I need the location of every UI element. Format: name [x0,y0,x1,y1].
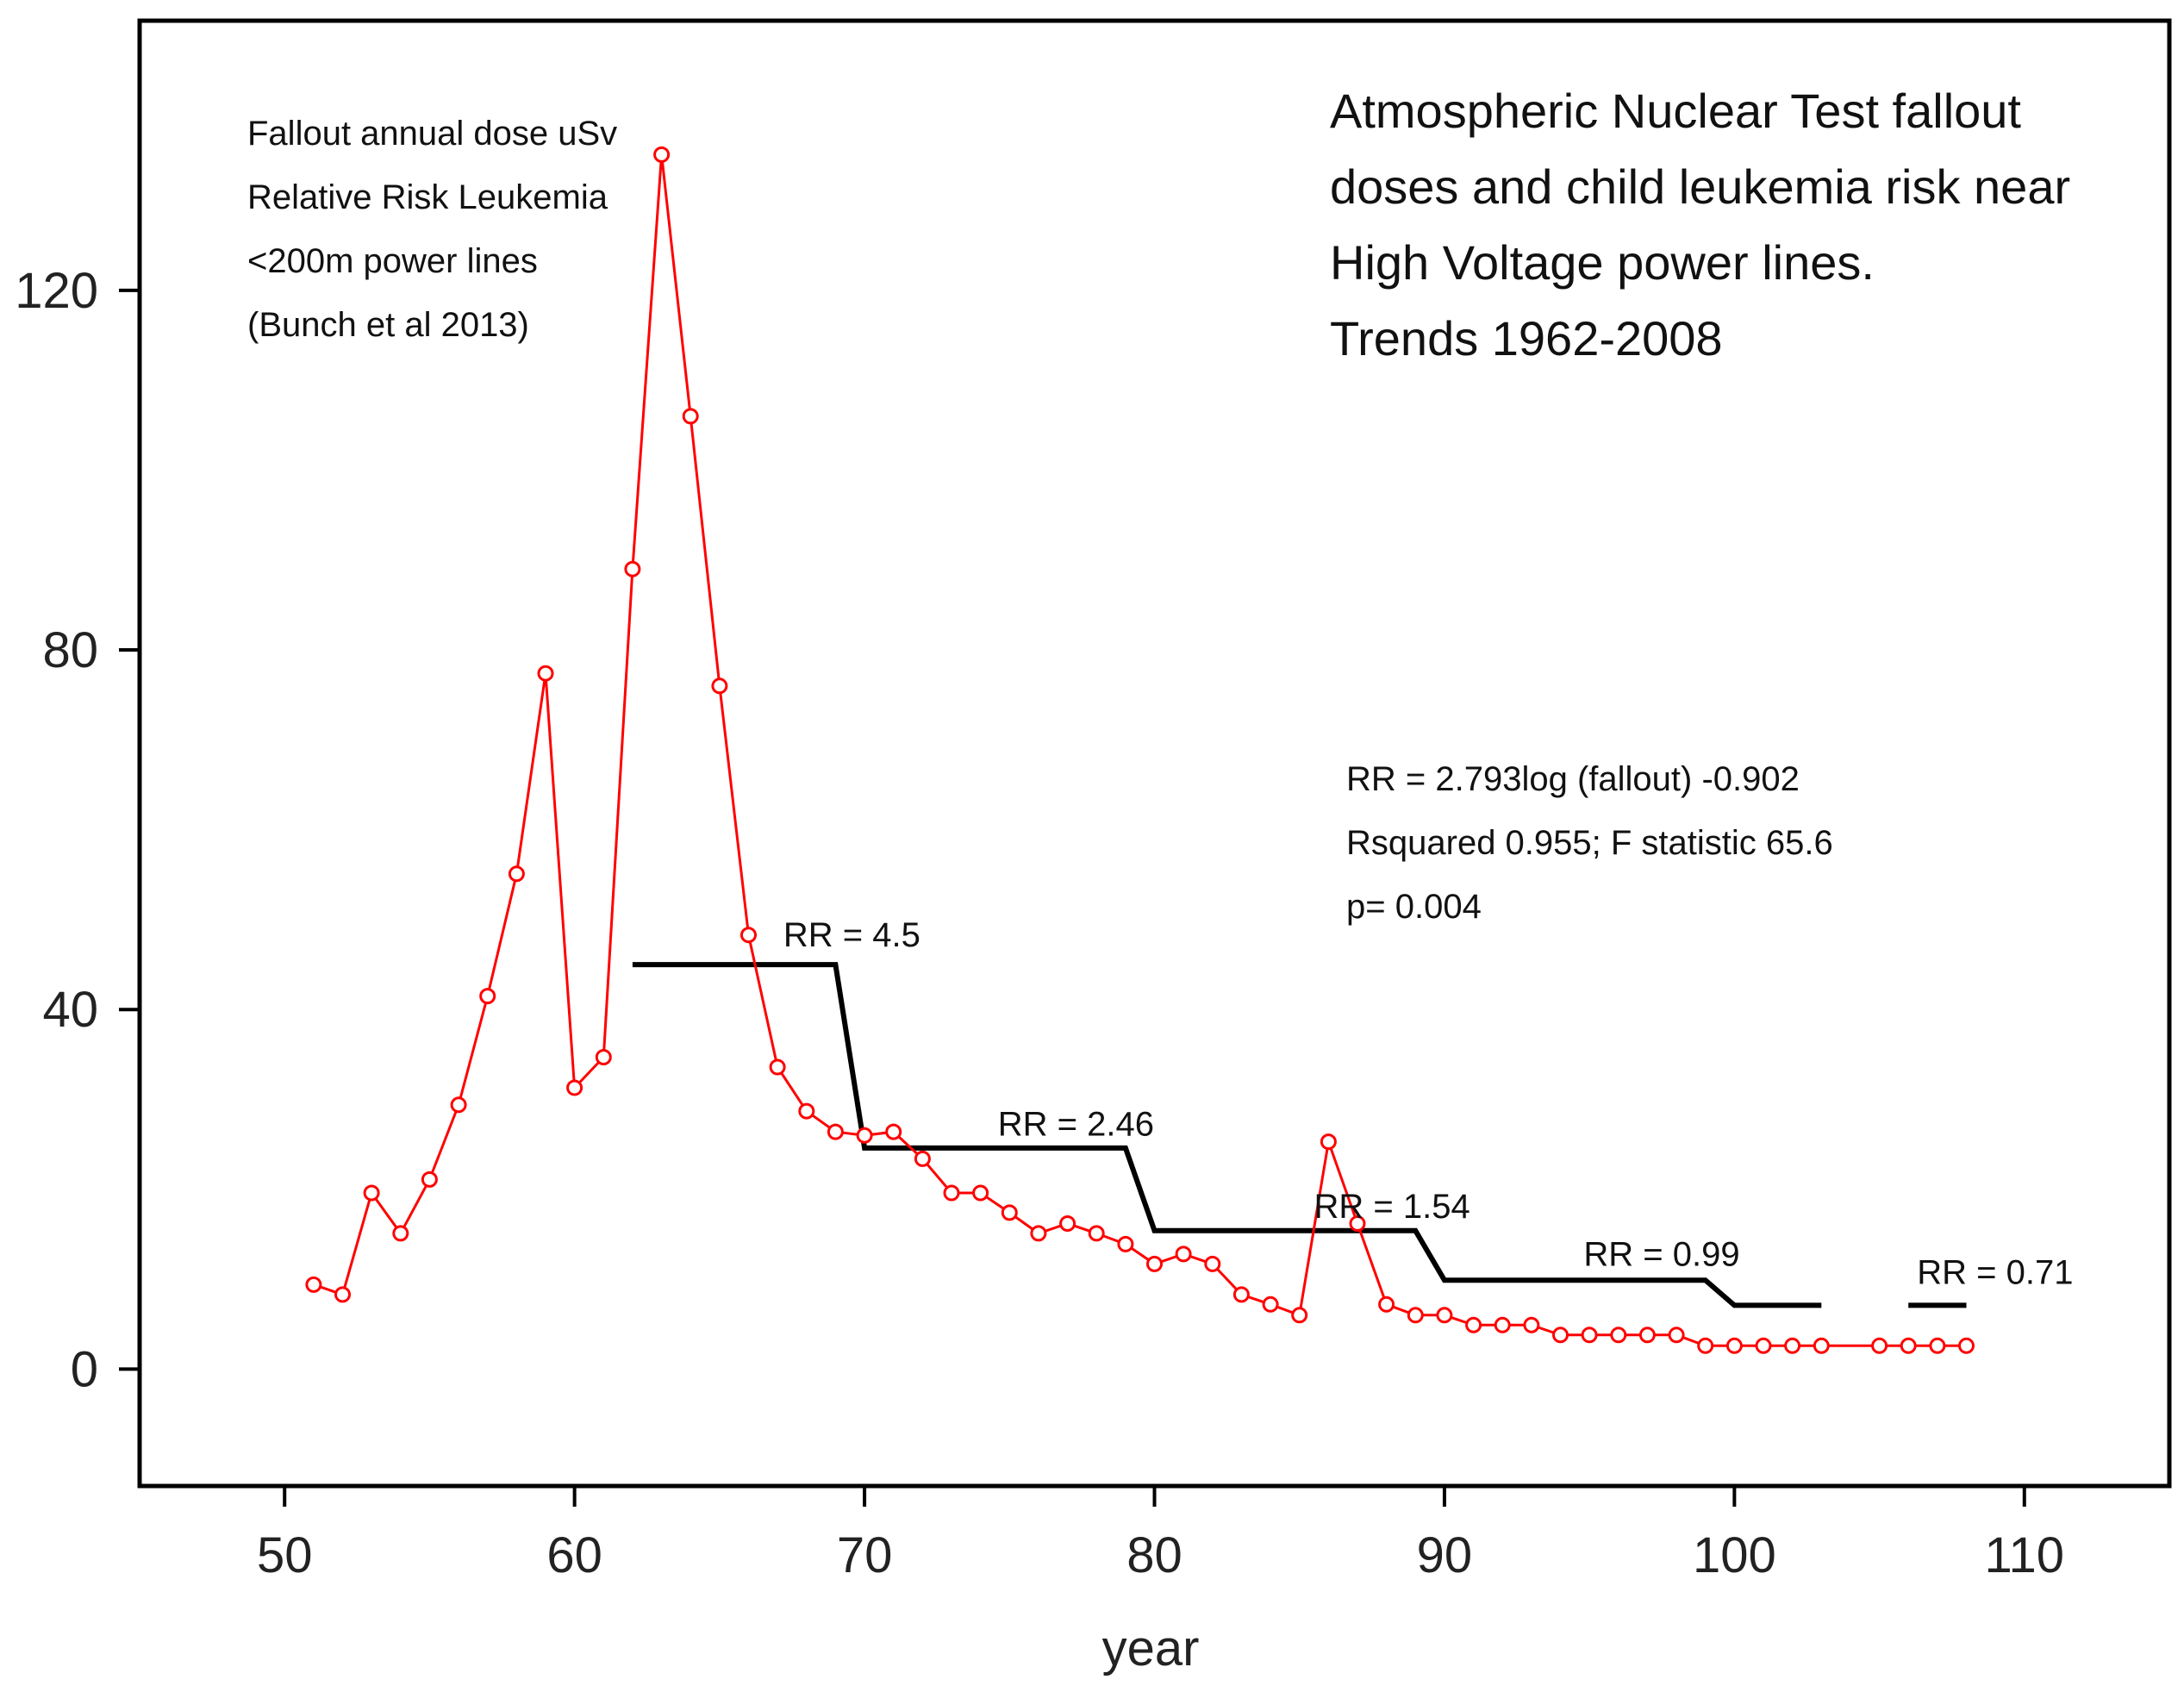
x-tick-label: 100 [1693,1527,1776,1583]
fallout-point [653,146,671,163]
fallout-point [1204,1255,1221,1272]
fallout-point [798,1102,815,1120]
rr-value-label: RR = 4.5 [783,916,920,954]
legend-line-3: <200m power lines [247,242,538,280]
fallout-point [682,408,699,425]
fallout-point [1059,1215,1076,1232]
legend-line-2: Relative Risk Leukemia [247,178,608,216]
fallout-point [769,1058,786,1076]
fallout-point [1697,1337,1714,1354]
fallout-point [1407,1307,1424,1324]
fallout-point [566,1079,583,1096]
fallout-point [1523,1316,1540,1333]
fallout-point [508,865,525,883]
fallout-point [1813,1337,1830,1354]
chart-title-block: Atmospheric Nuclear Test fallout doses a… [1330,84,2070,365]
y-tick-label: 120 [15,263,98,319]
x-tick-label: 110 [1985,1527,2064,1583]
rr-value-label: RR = 0.99 [1583,1236,1739,1274]
fallout-point [1088,1225,1105,1242]
fallout-point [595,1049,612,1065]
legend-text-block: Fallout annual dose uSv Relative Risk Le… [247,115,617,344]
fallout-point [1581,1327,1598,1344]
x-tick-label: 60 [546,1527,602,1583]
regression-equation: RR = 2.793log (fallout) -0.902 [1346,760,1800,798]
relative-risk-series [632,962,1967,1308]
fallout-point [450,1096,467,1114]
fallout-point [624,560,641,578]
y-tick-label: 40 [42,982,98,1038]
fallout-point [334,1286,351,1303]
fallout-point [1001,1204,1018,1221]
fallout-point [740,927,757,944]
rr-value-label: RR = 2.46 [998,1105,1154,1143]
fallout-point [1552,1327,1569,1344]
title-line-3: High Voltage power lines. [1330,235,1875,290]
fallout-point [537,665,554,682]
fallout-point [1725,1337,1743,1354]
rr-value-label: RR = 0.71 [1917,1253,2073,1291]
fallout-point [479,988,496,1005]
relative-risk-labels: RR = 4.5 RR = 2.46 RR = 1.54 RR = 0.99 RR = … [783,916,2074,1291]
fallout-point [1146,1255,1163,1272]
fallout-point [1030,1225,1047,1242]
fallout-point [914,1150,931,1167]
fallout-point [1378,1296,1395,1313]
fallout-point [856,1127,873,1144]
fallout-point [885,1123,902,1140]
fallout-point [1900,1337,1917,1354]
regression-pvalue: p= 0.004 [1346,888,1482,926]
rr-step-line [632,962,1822,1308]
fallout-dose-series [305,146,1975,1354]
fallout-point [363,1184,380,1202]
x-tick-label: 80 [1126,1527,1182,1583]
y-tick-label: 80 [42,622,98,678]
fallout-point [305,1276,322,1293]
fallout-point [827,1123,844,1140]
y-tick-label: 0 [71,1341,98,1397]
x-axis-title: year [1102,1620,1200,1676]
fallout-point [1610,1327,1627,1344]
x-tick-label: 90 [1417,1527,1473,1583]
rr-value-label: RR = 1.54 [1314,1188,1470,1226]
y-axis-ticks: 0 40 80 120 [15,263,140,1397]
fallout-point [1755,1337,1772,1354]
fallout-point [1320,1133,1337,1151]
fallout-point [392,1225,409,1242]
legend-line-1: Fallout annual dose uSv [247,115,617,153]
fallout-point [711,677,728,695]
fallout-point [1262,1296,1279,1313]
fallout-point [1871,1337,1888,1354]
title-line-4: Trends 1962-2008 [1330,311,1723,365]
fallout-point [421,1171,438,1188]
x-tick-label: 50 [257,1527,313,1583]
x-axis-ticks: 50 60 70 80 90 100 110 [257,1486,2064,1583]
fallout-point [972,1184,989,1202]
title-line-2: doses and child leukemia risk near [1330,159,2070,214]
title-line-1: Atmospheric Nuclear Test fallout [1330,84,2021,138]
fallout-point [1668,1327,1685,1344]
fallout-point [1784,1337,1801,1354]
fallout-point [1494,1316,1511,1333]
fallout-point [1465,1316,1482,1333]
regression-annotation: RR = 2.793log (fallout) -0.902 Rsquared … [1346,760,1833,926]
fallout-point [1232,1286,1250,1303]
fallout-point [1349,1215,1366,1232]
fallout-point [1436,1307,1453,1324]
fallout-point [1958,1337,1975,1354]
fallout-point [1117,1235,1134,1252]
fallout-point [1291,1307,1308,1324]
fallout-point [943,1184,960,1202]
fallout-point [1175,1246,1192,1263]
x-tick-label: 70 [837,1527,893,1583]
fallout-point [1638,1327,1656,1344]
fallout-point [1929,1337,1946,1354]
regression-rsquared: Rsquared 0.955; F statistic 65.6 [1346,824,1833,862]
legend-line-4: (Bunch et al 2013) [247,306,529,344]
